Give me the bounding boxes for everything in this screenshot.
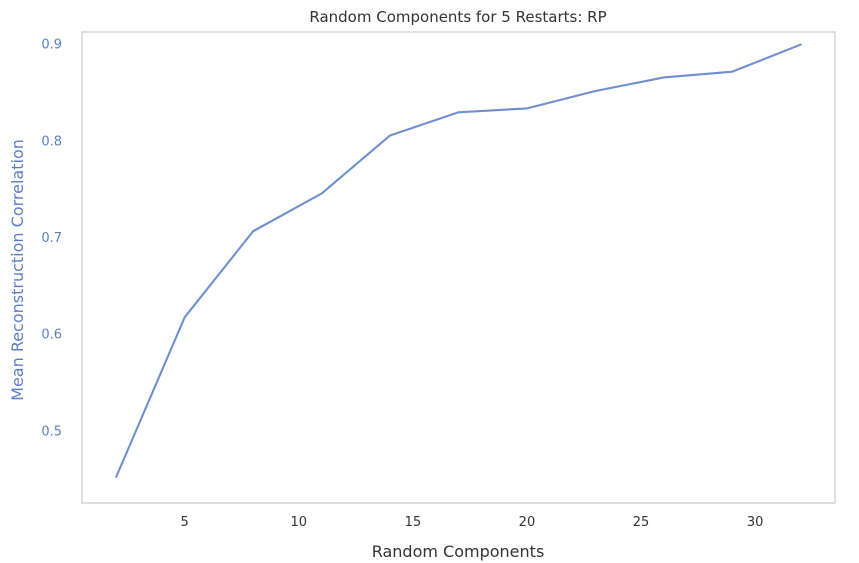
x-tick-label: 20: [519, 515, 536, 530]
x-tick-label: 5: [181, 515, 189, 530]
x-axis-label: Random Components: [372, 542, 545, 561]
y-axis-label: Mean Reconstruction Correlation: [8, 139, 27, 401]
y-tick-label: 0.7: [41, 231, 62, 246]
y-tick-label: 0.6: [41, 328, 62, 343]
x-tick-label: 25: [633, 515, 650, 530]
plot-frame: [81, 31, 836, 504]
label-layer: Random Components for 5 Restarts: RP Ran…: [8, 8, 607, 561]
y-tick-label: 0.5: [41, 424, 62, 439]
series-line: [115, 43, 802, 478]
x-tick-label: 10: [290, 515, 307, 530]
y-tick-label: 0.9: [41, 38, 62, 53]
axes-layer: 5 10 15 20 25 30 0.5 0.6 0.7 0.8 0.9: [41, 31, 836, 530]
x-tick-label: 15: [405, 515, 422, 530]
x-tick-label: 30: [747, 515, 764, 530]
y-tick-label: 0.8: [41, 134, 62, 149]
plot-layer: [115, 43, 802, 478]
chart-title: Random Components for 5 Restarts: RP: [309, 8, 606, 26]
